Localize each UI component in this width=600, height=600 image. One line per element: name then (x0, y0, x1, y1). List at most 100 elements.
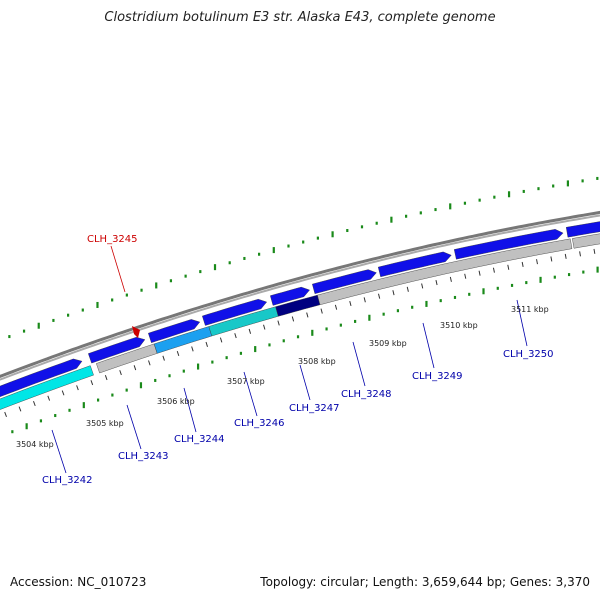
gc-dot-inner (182, 369, 185, 373)
scale-tick (248, 328, 252, 334)
gc-dot-inner (510, 283, 514, 287)
scale-tick-label: 3508 kbp (298, 357, 336, 366)
scale-tick-labels: 3504 kbp 3505 kbp 3506 kbp 3507 kbp 3508 kbp… (16, 305, 549, 449)
gc-dot-inner (567, 273, 571, 277)
scale-tick (90, 380, 94, 386)
gc-dot (566, 180, 570, 187)
gc-dot (316, 236, 319, 240)
label-connector (243, 371, 258, 417)
label-connector (183, 387, 197, 433)
gc-dot-inner (82, 402, 85, 409)
scale-tick (349, 300, 352, 307)
backbone-inner-line (0, 214, 600, 381)
highlight-marker (132, 326, 140, 338)
scale-tick (263, 324, 266, 330)
gc-dot-inner (453, 295, 457, 299)
scale-tick-label: 3511 kbp (511, 305, 549, 314)
label-connectors (51, 245, 528, 474)
scale-tick (478, 270, 481, 276)
gc-dot (243, 256, 246, 260)
forward-gene-0 (0, 358, 83, 397)
gc-dot (581, 179, 584, 183)
gc-dot (331, 231, 334, 238)
gc-dot-inner (368, 314, 371, 321)
gc-dot-inner (125, 388, 128, 392)
scale-tick-label: 3510 kbp (440, 321, 478, 330)
gc-dot (493, 195, 496, 199)
gc-dot-inner (268, 343, 271, 347)
gene-label-clh-3248: CLH_3248 (341, 389, 392, 400)
topology-label: Topology: (260, 575, 317, 589)
gc-dot (111, 298, 114, 302)
scale-tick (133, 365, 137, 371)
gc-dot (463, 201, 467, 205)
reverse-gene-0 (0, 365, 94, 410)
gc-dot-inner (239, 351, 243, 355)
gene-label-clh-3242: CLH_3242 (42, 475, 93, 486)
scale-tick (536, 259, 538, 265)
label-connector (126, 404, 142, 450)
gene-label-clh-3249: CLH_3249 (412, 371, 463, 382)
forward-gene-8 (565, 221, 600, 238)
scale-tick (76, 385, 79, 391)
gene-label-clh-3246: CLH_3246 (234, 418, 285, 429)
label-connector (516, 299, 528, 347)
genes-value: 3,370 (555, 575, 590, 589)
gc-dot-inner (525, 281, 528, 285)
gc-dot (360, 225, 364, 229)
scale-tick (507, 264, 510, 270)
scale-tick (564, 253, 567, 259)
scale-tick (47, 395, 51, 401)
gc-dot (213, 264, 217, 271)
length-value: 3,659,644 bp (421, 575, 502, 589)
gc-dot (22, 329, 26, 333)
scale-tick (18, 406, 22, 412)
gc-dot-inner (596, 266, 599, 273)
scale-tick (406, 286, 409, 292)
gc-dot (169, 279, 173, 283)
scale-tick-label: 3509 kbp (369, 339, 407, 348)
gc-dot-inner (411, 305, 414, 309)
scale-tick (119, 370, 122, 376)
gc-dot (419, 211, 422, 215)
scale-tick (61, 390, 65, 396)
gc-dot (228, 261, 231, 265)
gc-dot (302, 240, 305, 244)
gc-dot-inner (39, 419, 43, 423)
scale-tick (148, 360, 151, 366)
scale-tick (334, 304, 338, 310)
scale-tick (176, 350, 180, 357)
reverse-gene-5 (317, 238, 573, 306)
gc-dot (507, 191, 511, 198)
gc-dot (199, 270, 202, 274)
scale-tick (162, 355, 165, 361)
length-label: Length: (372, 575, 419, 589)
gc-dot-inner (439, 299, 442, 303)
gc-dot (478, 198, 481, 202)
scale-tick-marks (4, 248, 596, 417)
scale-tick-label: 3506 kbp (157, 397, 195, 406)
forward-gene-6 (377, 251, 452, 278)
gc-dot-inner (425, 300, 428, 307)
gc-dot (405, 214, 408, 218)
scale-tick (104, 375, 108, 381)
topology-value: circular (320, 575, 365, 589)
genes-label: Genes: (509, 575, 552, 589)
gc-dot (346, 229, 349, 233)
gc-dot (449, 203, 452, 210)
scale-tick (593, 248, 596, 254)
gc-dot (522, 189, 525, 193)
gc-dot (125, 293, 128, 297)
scale-tick (521, 261, 524, 267)
gc-dot (287, 244, 290, 248)
scale-tick (205, 341, 208, 347)
gene-label-clh-3243: CLH_3243 (118, 451, 169, 462)
map-title: Clostridium botulinum E3 str. Alaska E43… (104, 10, 496, 25)
accession-info: Accession: NC_010723 (10, 575, 146, 589)
scale-tick (550, 256, 553, 262)
gc-dot-inner (311, 329, 314, 336)
scale-tick (392, 290, 395, 296)
gene-labels: CLH_3242 CLH_3243 CLH_3244 CLH_3245 CLH_3246… (42, 234, 554, 486)
gc-dot-inner (396, 309, 400, 313)
